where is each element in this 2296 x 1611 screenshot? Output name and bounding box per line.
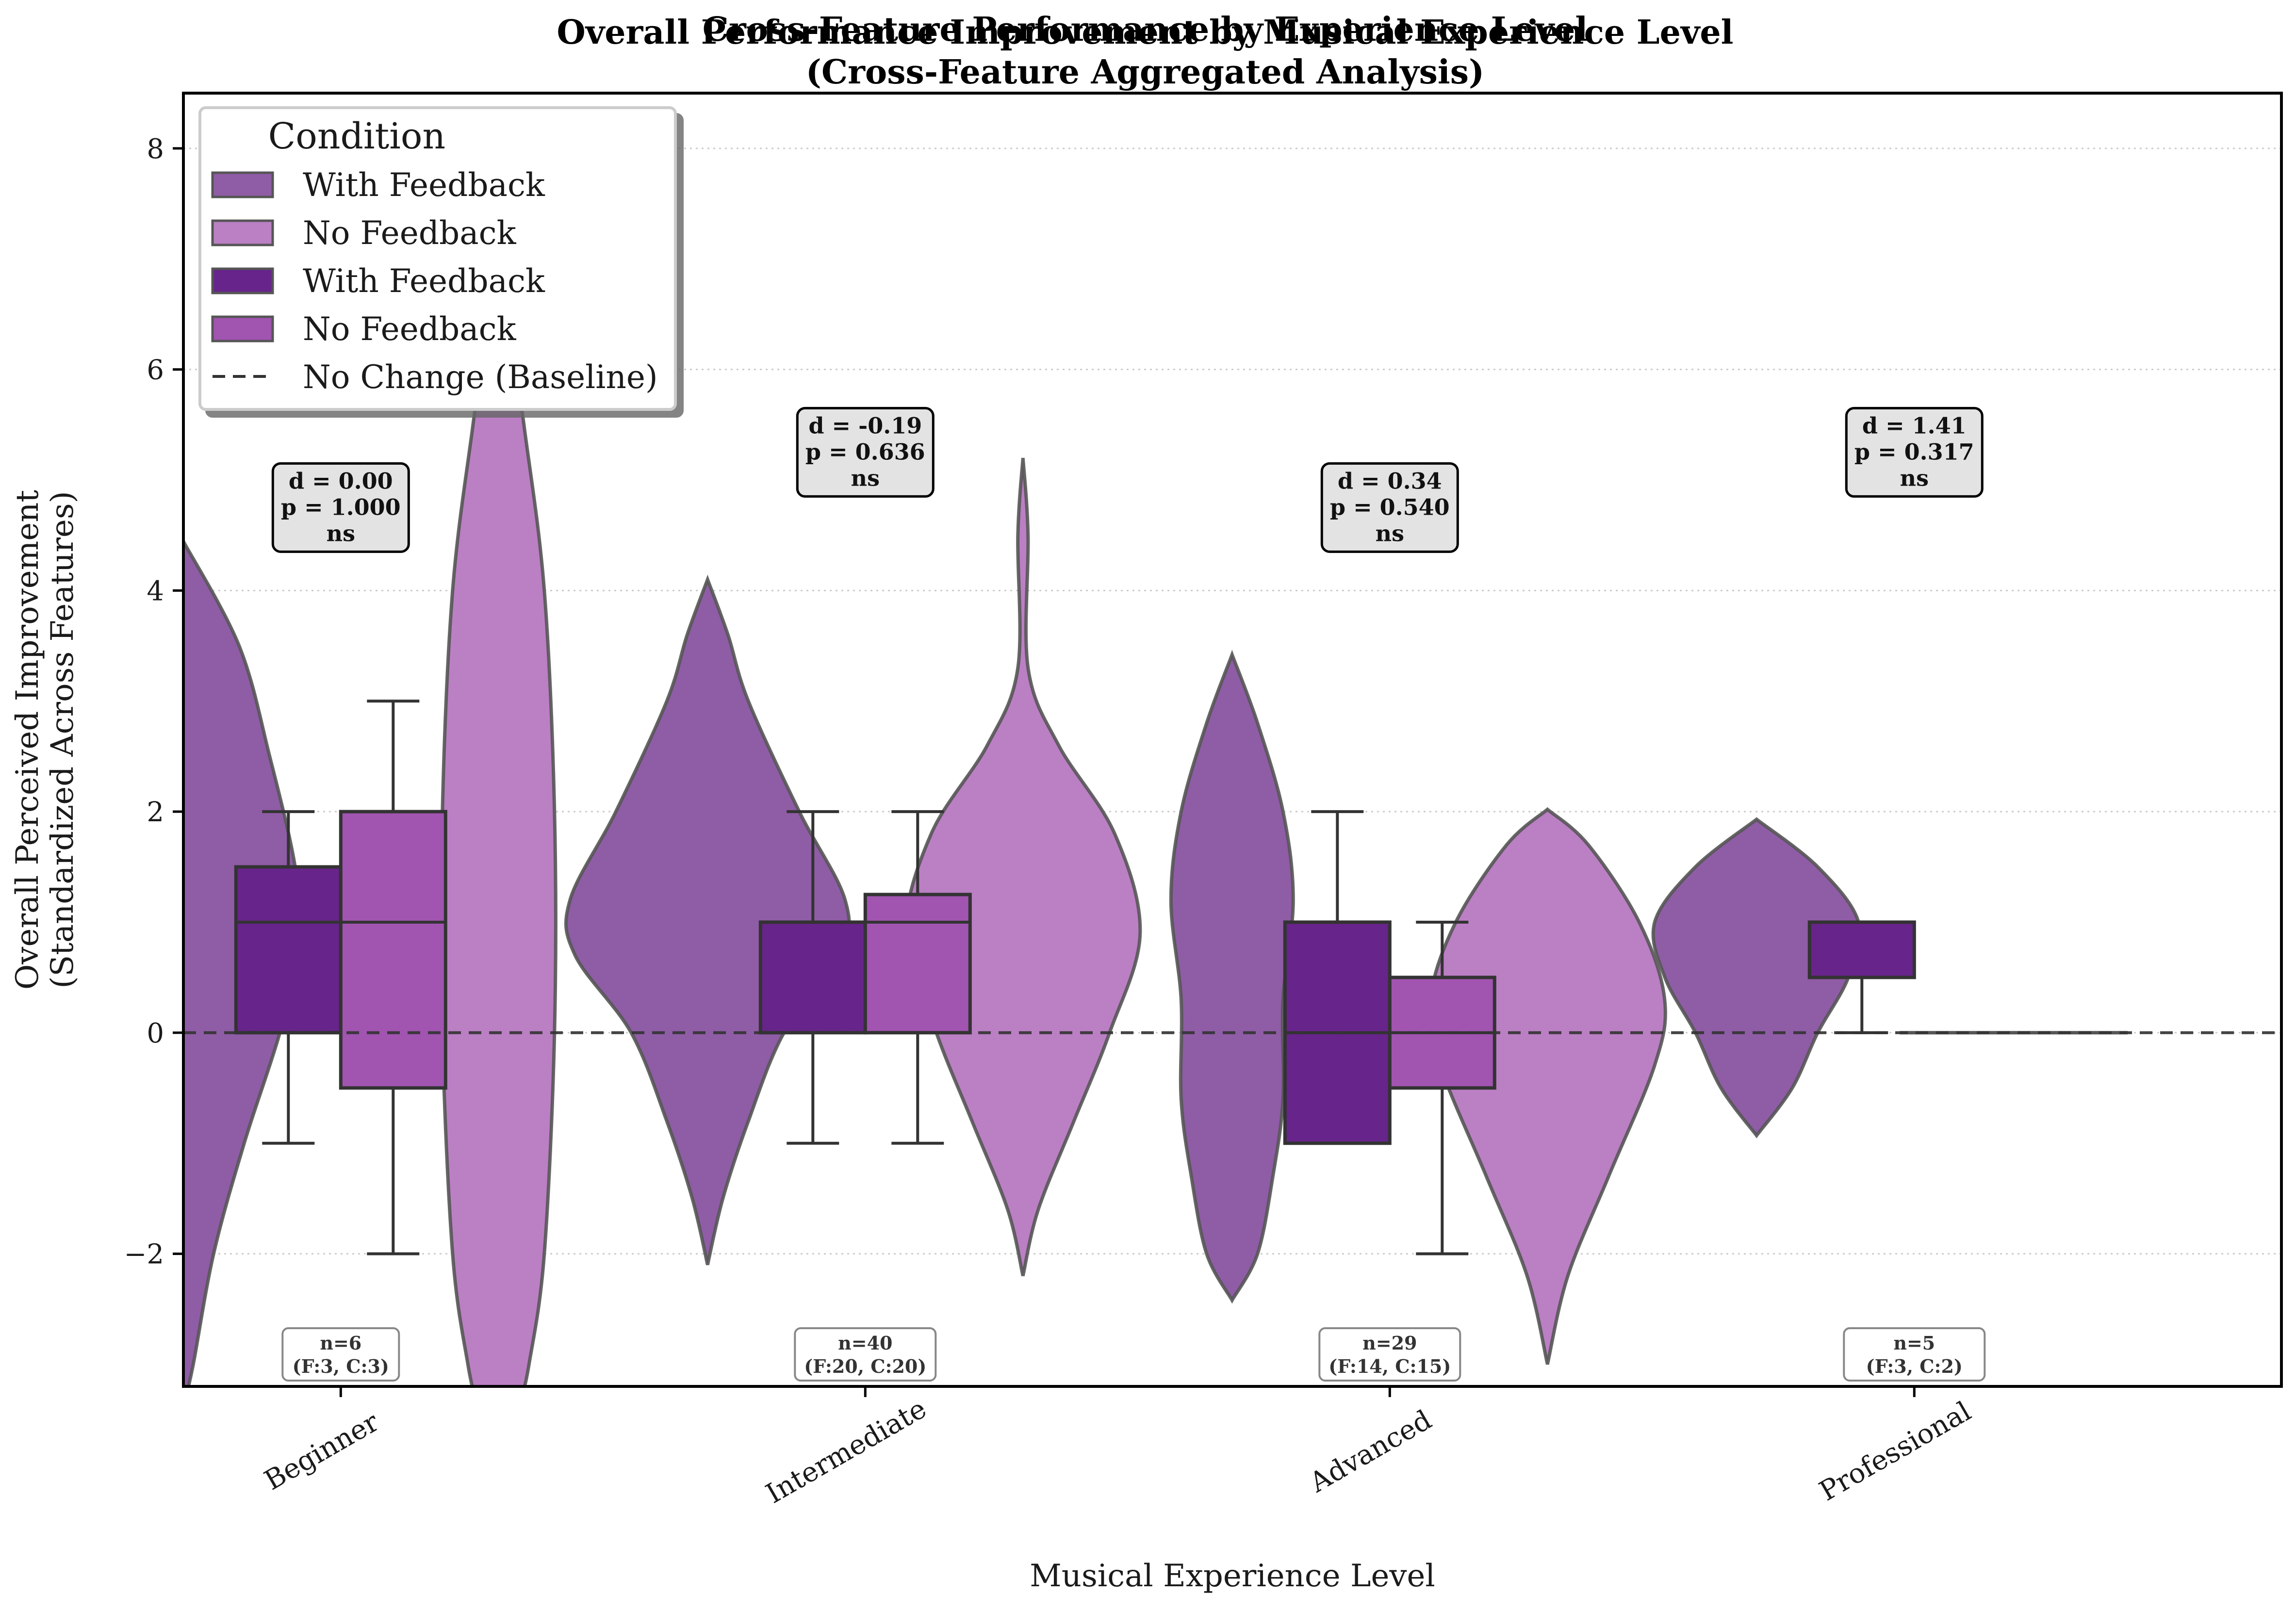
box-with-feedback-beginner-body <box>234 865 343 1035</box>
chart-title-line1: Overall Performance Improvement by Music… <box>557 13 1734 52</box>
legend-box <box>198 106 677 411</box>
box-with-feedback-professional-body <box>1807 920 1916 979</box>
n-count: n=29 <box>1362 1332 1417 1354</box>
y-axis-label-group: Overall Perceived Improvement (Standardi… <box>10 490 81 990</box>
box-with-feedback-intermediate-body <box>758 920 867 1035</box>
legend-entry-box-with: With Feedback <box>211 262 545 300</box>
legend-title: Condition <box>268 115 445 157</box>
violin-no-feedback-advanced <box>1427 807 1667 1365</box>
legend: Condition With Feedback No Feedback With Fe… <box>198 106 677 411</box>
stat-significance: ns <box>1900 465 1929 491</box>
legend-label: No Change (Baseline) <box>303 358 658 396</box>
stat-significance: ns <box>851 465 880 491</box>
chart-title-line2: (Cross-Feature Aggregated Analysis) <box>806 53 1484 92</box>
y-tick-label: 4 <box>147 575 164 607</box>
stat-significance: ns <box>1376 520 1404 546</box>
stat-effect-size: d = -0.19 <box>808 412 922 439</box>
y-tick-label: −2 <box>124 1239 164 1270</box>
x-axis-label: Musical Experience Level <box>1030 1558 1435 1594</box>
legend-label: No Feedback <box>303 214 517 252</box>
n-count: n=6 <box>320 1332 361 1354</box>
n-count: n=40 <box>838 1332 892 1354</box>
stat-p-value: p = 0.636 <box>805 439 925 465</box>
y-tick-label: 2 <box>147 797 164 828</box>
n-breakdown: (F:14, C:15) <box>1328 1355 1451 1377</box>
y-axis-label-line1: Overall Perceived Improvement <box>10 490 46 990</box>
stat-box <box>271 462 410 553</box>
plot-area <box>183 312 2281 1386</box>
n-box <box>1318 1327 1461 1382</box>
n-breakdown: (F:3, C:2) <box>1866 1355 1963 1377</box>
legend-swatch <box>211 267 274 294</box>
n-annotation-advanced: n=29(F:14, C:15) <box>1318 1327 1461 1382</box>
n-annotation-professional: n=5(F:3, C:2) <box>1843 1327 1986 1382</box>
box-no-feedback-intermediate-body <box>863 893 972 1035</box>
y-tick-label: 8 <box>147 133 164 165</box>
y-axis-label-line2: (Standardized Across Features) <box>45 491 81 988</box>
chart-title-back: Cross-Feature Performance by Experience … <box>703 10 1588 49</box>
legend-label: No Feedback <box>303 310 517 348</box>
stat-box <box>796 407 935 498</box>
box-no-feedback-beginner-body <box>339 810 447 1090</box>
legend-entry-violin-no: No Feedback <box>211 214 517 252</box>
y-tick-label: 6 <box>147 355 164 386</box>
n-box <box>281 1327 400 1382</box>
y-axis: −2 0 2 4 6 8 <box>124 133 183 1270</box>
n-breakdown: (F:20, C:20) <box>804 1355 926 1377</box>
n-box <box>794 1327 937 1382</box>
legend-entry-violin-with: With Feedback <box>211 166 545 204</box>
violin-with-feedback-advanced <box>1169 650 1295 1304</box>
y-tick-label: 0 <box>147 1018 164 1049</box>
n-breakdown: (F:3, C:3) <box>293 1355 389 1377</box>
n-annotation-intermediate: n=40(F:20, C:20) <box>794 1327 937 1382</box>
legend-label: With Feedback <box>303 166 545 204</box>
legend-swatch <box>211 315 274 342</box>
n-count: n=5 <box>1893 1332 1935 1354</box>
stat-effect-size: d = 0.34 <box>1338 468 1442 494</box>
plot-frame <box>182 92 2283 1388</box>
stat-p-value: p = 0.317 <box>1854 439 1974 465</box>
legend-swatch <box>211 219 274 246</box>
stat-significance: ns <box>327 520 355 546</box>
stat-effect-size: d = 1.41 <box>1862 412 1967 439</box>
stat-box <box>1845 407 1984 498</box>
legend-swatch <box>211 171 274 198</box>
legend-entry-box-no: No Feedback <box>211 310 517 348</box>
stat-p-value: p = 1.000 <box>281 494 401 520</box>
n-box <box>1843 1327 1986 1382</box>
legend-label: With Feedback <box>303 262 545 300</box>
stat-p-value: p = 0.540 <box>1330 494 1450 520</box>
n-annotation-beginner: n=6(F:3, C:3) <box>281 1327 400 1382</box>
stat-effect-size: d = 0.00 <box>289 468 393 494</box>
legend-entry-line: No Change (Baseline) <box>213 358 658 396</box>
stat-box <box>1320 462 1459 553</box>
